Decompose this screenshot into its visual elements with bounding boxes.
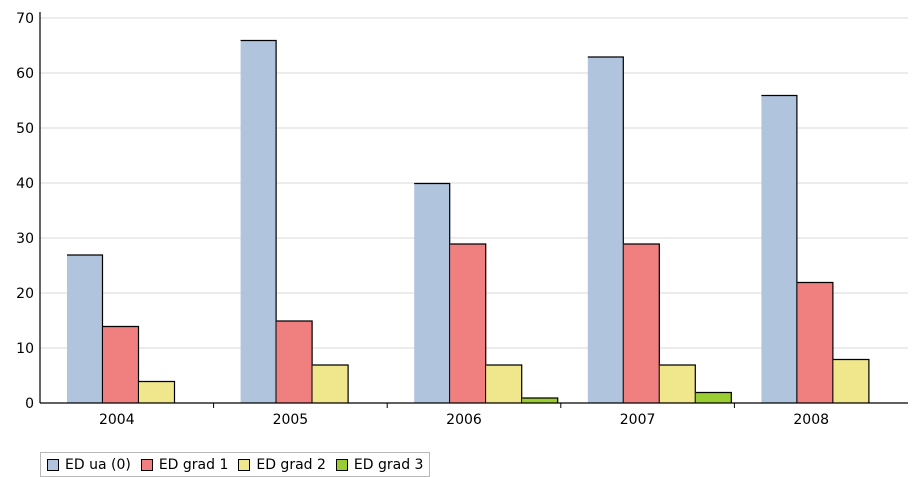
bar-edge bbox=[486, 364, 523, 403]
legend-item-ed-grad-3: ED grad 3 bbox=[335, 456, 424, 473]
bar-edge bbox=[276, 320, 313, 403]
bars bbox=[67, 39, 870, 403]
bar-edge bbox=[450, 243, 487, 403]
y-tick-label: 0 bbox=[25, 396, 34, 412]
gridlines bbox=[40, 17, 908, 349]
legend-label: ED grad 1 bbox=[158, 456, 229, 473]
legend-label: ED ua (0) bbox=[65, 456, 131, 473]
x-tick-label: 2005 bbox=[273, 412, 309, 428]
bar-ed-grad-1-2006 bbox=[450, 243, 487, 403]
bar-edge bbox=[67, 254, 104, 403]
y-tick-label: 20 bbox=[16, 286, 34, 302]
bar-edge bbox=[797, 281, 834, 403]
bar-edge bbox=[103, 325, 140, 403]
legend-label: ED grad 2 bbox=[256, 456, 326, 473]
bar-edge bbox=[659, 364, 696, 403]
bar-edge bbox=[833, 358, 870, 403]
bar-edge bbox=[240, 39, 277, 403]
x-tick-label: 2007 bbox=[620, 412, 656, 428]
bar-edge bbox=[312, 364, 349, 403]
bar-ed-ua-0-2006 bbox=[414, 183, 451, 403]
y-tick-labels: 0 10 20 30 40 50 60 70 bbox=[16, 11, 34, 412]
legend-item-ed-grad-2: ED grad 2 bbox=[238, 457, 326, 473]
legend-item-ed-ua-0: ED ua (0) bbox=[47, 457, 131, 473]
bar-ed-ua-0-2007 bbox=[587, 56, 624, 403]
bar-ed-ua-0-2008 bbox=[761, 95, 798, 403]
bar-edge bbox=[587, 56, 624, 403]
legend-swatch-ed-grad-2 bbox=[238, 458, 251, 471]
bar-ed-grad-2-2004 bbox=[139, 381, 175, 403]
bar-ed-grad-1-2007 bbox=[623, 243, 660, 403]
bar-ed-ua-0-2004 bbox=[67, 254, 103, 403]
y-tick-label: 50 bbox=[16, 121, 34, 137]
y-tick-label: 30 bbox=[16, 231, 34, 247]
bar-ed-grad-1-2005 bbox=[276, 320, 313, 403]
y-tick-label: 10 bbox=[16, 341, 34, 357]
y-tick-label: 60 bbox=[16, 66, 34, 82]
x-tick-label: 2004 bbox=[99, 412, 135, 428]
bar-ed-grad-2-2007 bbox=[659, 364, 696, 403]
y-tick-label: 70 bbox=[16, 11, 34, 27]
bar-edge bbox=[139, 380, 176, 403]
bar-ed-grad-1-2004 bbox=[103, 326, 139, 403]
legend-item-ed-grad-1: ED grad 1 bbox=[140, 456, 229, 473]
legend-swatch-ed-ua-0 bbox=[47, 458, 59, 471]
bar-edge bbox=[522, 397, 559, 403]
bar-ed-ua-0-2005 bbox=[240, 40, 277, 403]
y-tick-label: 40 bbox=[16, 176, 34, 192]
legend-swatch-ed-grad-1 bbox=[140, 458, 153, 471]
axes bbox=[39, 12, 908, 408]
bar-ed-grad-2-2005 bbox=[312, 364, 349, 403]
bar-ed-grad-2-2006 bbox=[486, 364, 523, 403]
bar-ed-grad-3-2006 bbox=[522, 397, 559, 403]
bar-ed-grad-3-2007 bbox=[695, 392, 732, 403]
legend-label: ED grad 3 bbox=[353, 456, 424, 473]
bar-chart: 0 10 20 30 40 50 60 70 2004 2005 2006 2007 2008 bbox=[16, 11, 908, 428]
bar-ed-grad-2-2008 bbox=[833, 359, 870, 403]
bar-edge bbox=[695, 391, 732, 403]
bar-edge bbox=[761, 94, 798, 403]
bar-edge bbox=[623, 243, 660, 403]
legend-swatch-ed-grad-3 bbox=[335, 458, 348, 471]
x-tick-label: 2008 bbox=[793, 412, 829, 428]
x-tick-label: 2006 bbox=[446, 412, 482, 428]
bar-ed-grad-1-2008 bbox=[797, 282, 834, 403]
bar-edge bbox=[414, 182, 451, 403]
legend: ED ua (0) ED grad 1 ED grad 2 ED grad 3 bbox=[40, 452, 431, 477]
x-tick-labels: 2004 2005 2006 2007 2008 bbox=[99, 412, 829, 428]
